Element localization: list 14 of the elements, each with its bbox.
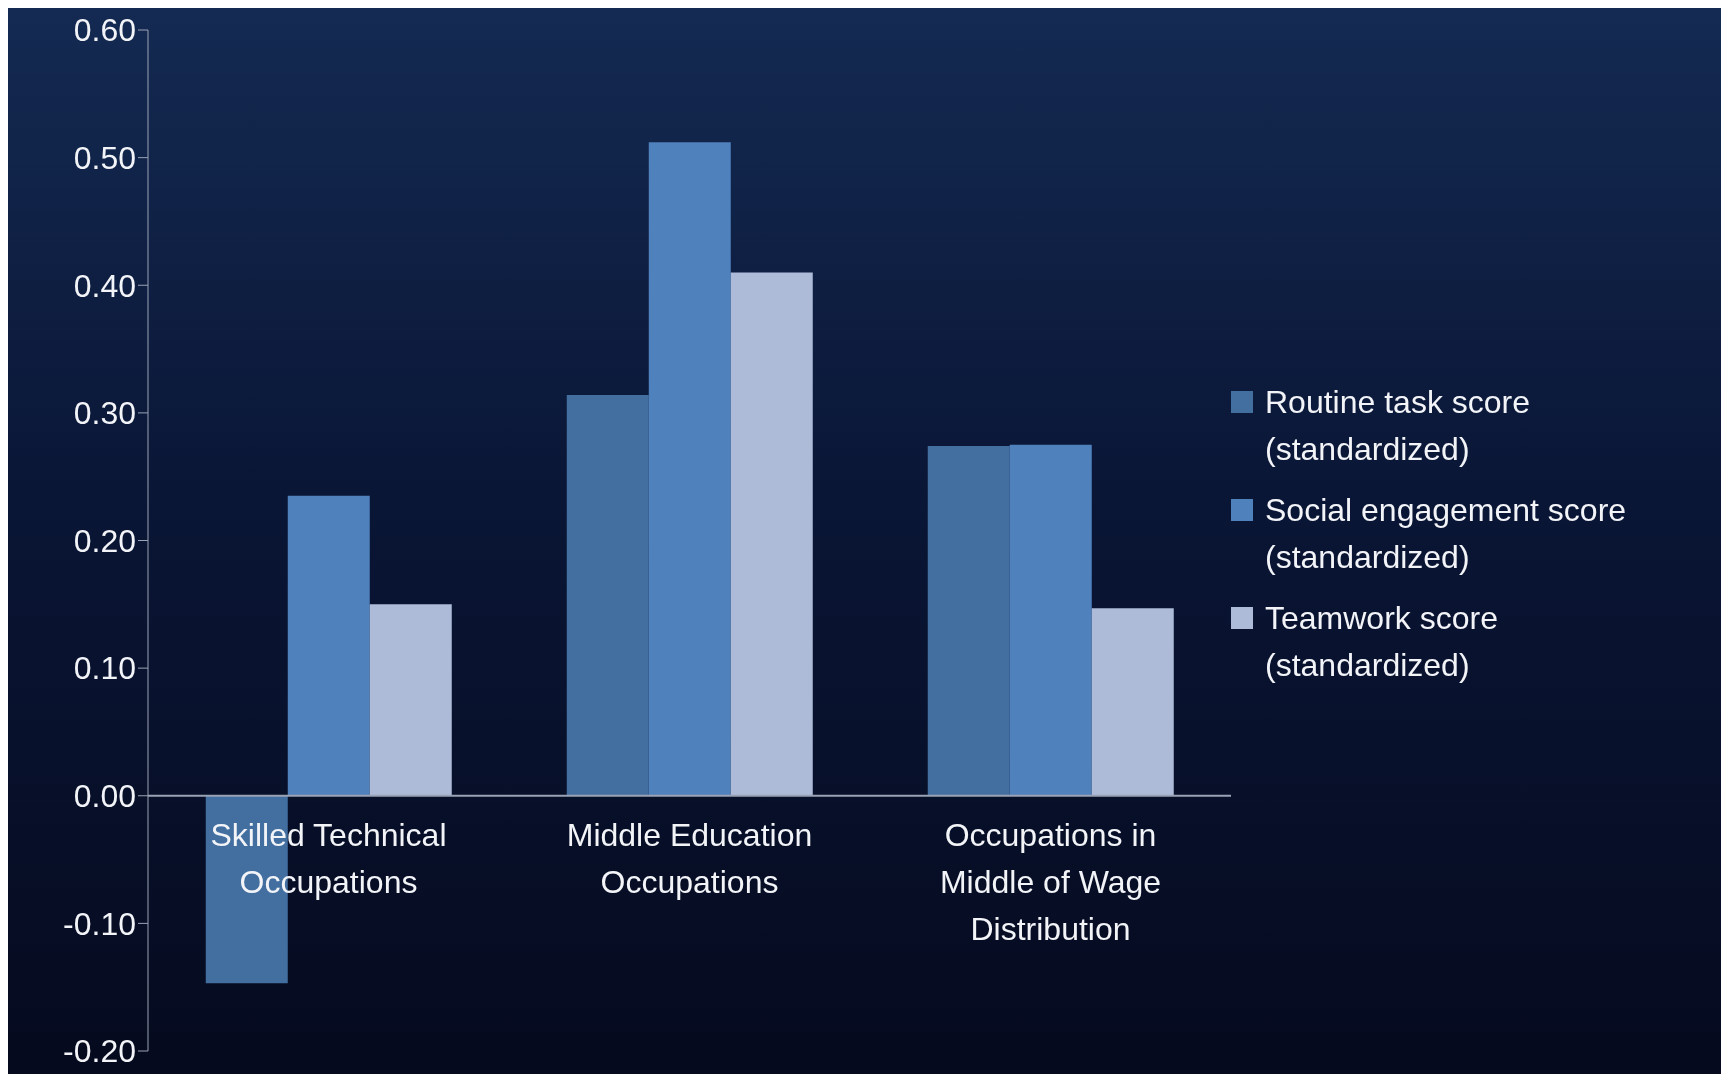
x-tick-label: Middle Education Occupations	[566, 816, 813, 900]
y-tick-label: 0.50	[73, 139, 136, 176]
y-tick-label: 0.60	[73, 12, 136, 49]
y-tick-label: -0.10	[63, 905, 136, 942]
legend-label: Routine task score (standardized)	[1265, 383, 1531, 469]
x-tick-label: Occupations in Middle of Wage Distribution	[939, 816, 1162, 947]
y-tick-label: 0.00	[73, 778, 136, 815]
y-tick-label: 0.30	[73, 395, 136, 432]
legend-label: Teamwork score (standardized)	[1265, 599, 1499, 685]
legend-label: Social engagement score (standardized)	[1265, 491, 1628, 577]
y-tick-label: -0.20	[63, 1033, 136, 1070]
y-tick-label: 0.10	[73, 650, 136, 687]
y-tick-label: 0.20	[73, 522, 136, 559]
y-tick-label: 0.40	[73, 267, 136, 304]
